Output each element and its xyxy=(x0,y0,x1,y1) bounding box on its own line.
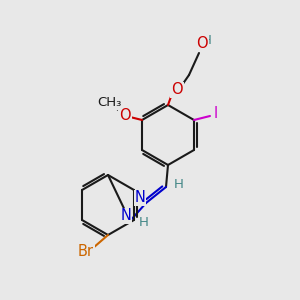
Text: N: N xyxy=(121,208,131,224)
Text: H: H xyxy=(202,34,212,47)
Text: I: I xyxy=(214,106,218,122)
Text: N: N xyxy=(135,190,146,206)
Text: Br: Br xyxy=(78,244,94,259)
Text: H: H xyxy=(174,178,184,191)
Text: H: H xyxy=(139,217,149,230)
Text: O: O xyxy=(119,107,131,122)
Text: O: O xyxy=(196,35,208,50)
Text: O: O xyxy=(171,82,183,98)
Text: CH₃: CH₃ xyxy=(97,97,121,110)
